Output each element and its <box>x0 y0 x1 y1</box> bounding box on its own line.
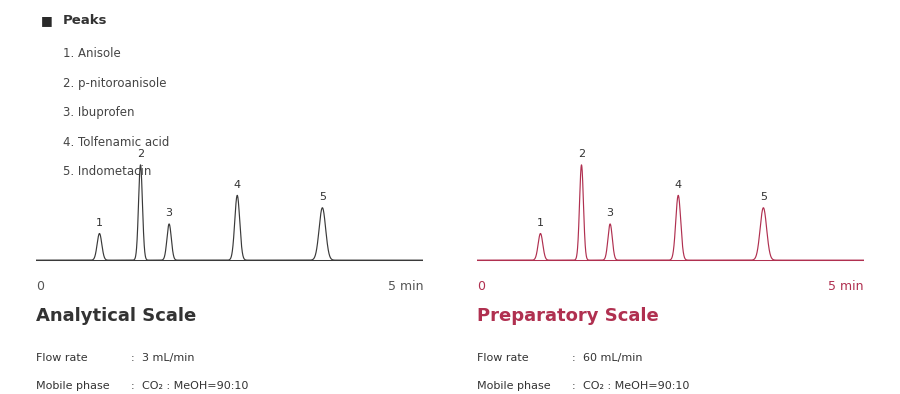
Text: 0: 0 <box>36 280 44 293</box>
Text: 1: 1 <box>96 218 103 228</box>
Text: 4: 4 <box>675 180 682 190</box>
Text: 3: 3 <box>607 208 614 218</box>
Text: 2: 2 <box>578 149 585 159</box>
Text: 5: 5 <box>760 192 767 202</box>
Text: ■: ■ <box>40 14 52 27</box>
Text: :: : <box>572 381 575 391</box>
Text: 5 min: 5 min <box>388 280 423 293</box>
Text: 3 mL/min: 3 mL/min <box>142 353 194 362</box>
Text: 5: 5 <box>319 192 326 202</box>
Text: Flow rate: Flow rate <box>36 353 87 362</box>
Text: Mobile phase: Mobile phase <box>477 381 551 391</box>
Text: CO₂ : MeOH=90:10: CO₂ : MeOH=90:10 <box>583 381 689 391</box>
Text: :: : <box>130 353 134 362</box>
Text: Analytical Scale: Analytical Scale <box>36 307 196 325</box>
Text: 4. Tolfenamic acid: 4. Tolfenamic acid <box>63 136 169 149</box>
Text: 2: 2 <box>137 149 144 159</box>
Text: Peaks: Peaks <box>63 14 107 27</box>
Text: 4: 4 <box>234 180 241 190</box>
Text: 5 min: 5 min <box>829 280 864 293</box>
Text: 3: 3 <box>166 208 173 218</box>
Text: Flow rate: Flow rate <box>477 353 528 362</box>
Text: 5. Indometacin: 5. Indometacin <box>63 165 151 178</box>
Text: :: : <box>572 353 575 362</box>
Text: :: : <box>130 381 134 391</box>
Text: CO₂ : MeOH=90:10: CO₂ : MeOH=90:10 <box>142 381 248 391</box>
Text: 3. Ibuprofen: 3. Ibuprofen <box>63 106 134 119</box>
Text: 0: 0 <box>477 280 485 293</box>
Text: 2. p-nitoroanisole: 2. p-nitoroanisole <box>63 77 166 90</box>
Text: Preparatory Scale: Preparatory Scale <box>477 307 659 325</box>
Text: 1. Anisole: 1. Anisole <box>63 47 121 60</box>
Text: Mobile phase: Mobile phase <box>36 381 110 391</box>
Text: 60 mL/min: 60 mL/min <box>583 353 643 362</box>
Text: 1: 1 <box>537 218 544 228</box>
